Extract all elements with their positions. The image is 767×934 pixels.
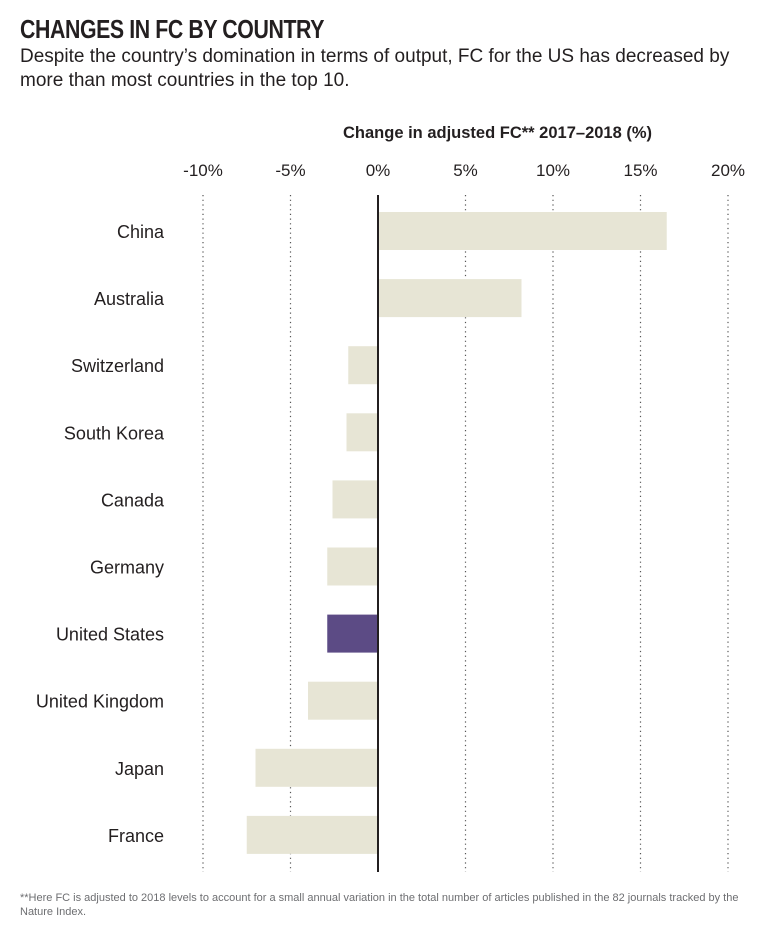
category-label: China (117, 222, 165, 242)
category-label: South Korea (64, 423, 165, 443)
category-label: United Kingdom (36, 692, 164, 712)
bar-japan (255, 748, 378, 787)
footnote: **Here FC is adjusted to 2018 levels to … (20, 892, 739, 918)
category-label: United States (56, 625, 164, 645)
bar-australia (378, 279, 522, 318)
category-labels: China Australia Switzerland South Korea Cana… (36, 222, 165, 846)
chart-subtitle: Despite the country’s domination in term… (20, 46, 730, 91)
x-tick-label: -10% (183, 161, 223, 180)
bars (246, 212, 667, 854)
bar-united-states (327, 614, 378, 653)
bar-canada (332, 480, 378, 519)
bar-france (246, 815, 378, 854)
x-tick-label: 15% (623, 161, 657, 180)
category-label: Canada (101, 490, 165, 510)
chart-title: CHANGES IN FC BY COUNTRY (20, 14, 325, 44)
x-tick-label: 20% (711, 161, 745, 180)
x-tick-label: 10% (536, 161, 570, 180)
category-label: Germany (90, 558, 164, 578)
x-tick-label: 5% (453, 161, 478, 180)
category-label: Japan (115, 759, 164, 779)
x-tick-label: 0% (366, 161, 391, 180)
bar-germany (327, 547, 378, 586)
category-label: Australia (94, 289, 165, 309)
bar-switzerland (348, 346, 378, 385)
x-tick-label: -5% (275, 161, 305, 180)
x-axis-title: Change in adjusted FC** 2017–2018 (%) (343, 124, 653, 142)
bar-south-korea (346, 413, 378, 452)
x-tick-labels: -10% -5% 0% 5% 10% 15% 20% (183, 161, 745, 180)
bar-china (378, 212, 667, 250)
bar-united-kingdom (308, 681, 378, 720)
category-label: Switzerland (71, 356, 164, 376)
category-label: France (108, 826, 164, 846)
